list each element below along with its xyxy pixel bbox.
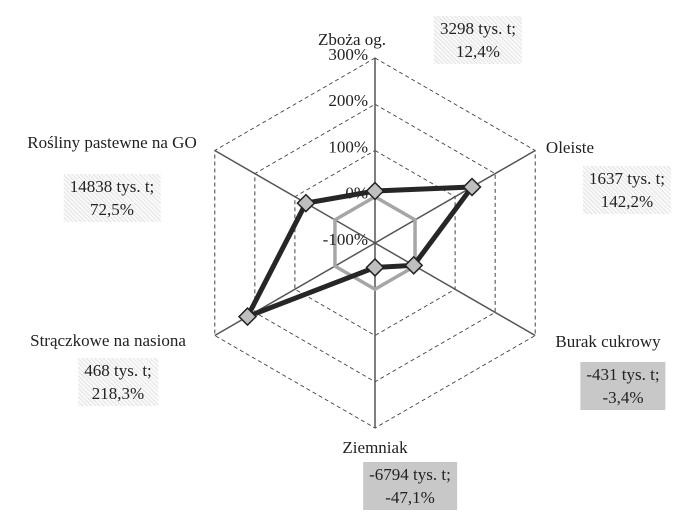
marker: [404, 255, 424, 275]
category-label: Ziemniak: [342, 438, 408, 457]
value-label: 218,3%: [91, 384, 145, 403]
annotation-box: -431 tys. t; -3,4%: [580, 362, 666, 410]
annotation: 1637 tys. t;: [588, 169, 666, 188]
value-label: -47,1%: [385, 488, 435, 507]
marker: [237, 307, 258, 327]
marker: [462, 177, 482, 197]
tick-label: 300%: [328, 45, 368, 64]
category-label: Rośliny pastewne na GO: [27, 133, 197, 152]
tick-label: -100%: [323, 230, 368, 249]
value-label: -3,4%: [602, 388, 644, 407]
annotation-box: 3298 tys. t; 12,4%: [433, 16, 523, 64]
tick-label: 200%: [328, 91, 368, 110]
annotation: 3298 tys. t;: [439, 19, 517, 38]
annotation-box: 468 tys. t; 218,3%: [78, 358, 158, 406]
spoke: [374, 149, 536, 244]
annotation: -6794 tys. t;: [369, 465, 451, 484]
tick-label: 0%: [345, 184, 368, 203]
value-label: 72,5%: [90, 200, 134, 219]
annotation: 14838 tys. t;: [69, 177, 155, 196]
value-label: 142,2%: [600, 192, 654, 211]
annotation-box: 1637 tys. t; 142,2%: [582, 166, 672, 214]
annotation-box: -6794 tys. t; -47,1%: [363, 462, 457, 510]
annotation: 468 tys. t;: [84, 361, 152, 380]
value-label: 12,4%: [456, 42, 500, 61]
category-label: Burak cukrowy: [555, 332, 661, 351]
marker: [296, 193, 316, 213]
category-label: Oleiste: [545, 138, 595, 157]
category-label: Zboża og.: [318, 30, 386, 49]
tick-label: 100%: [328, 137, 368, 156]
spoke: [214, 149, 376, 244]
category-label: Strączkowe na nasiona: [30, 331, 186, 350]
annotation: -431 tys. t;: [586, 365, 660, 384]
marker: [365, 257, 385, 278]
spoke: [374, 242, 536, 337]
series-line: [333, 194, 417, 292]
annotation-box: 14838 tys. t; 72,5%: [63, 174, 161, 222]
marker: [365, 181, 385, 201]
